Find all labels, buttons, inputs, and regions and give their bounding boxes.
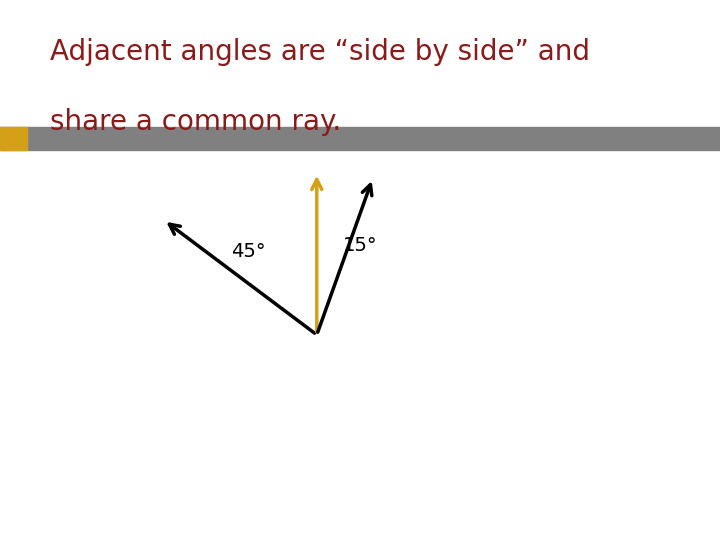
Text: 15°: 15° [343, 237, 377, 255]
Text: 45°: 45° [231, 242, 266, 261]
Text: share a common ray.: share a common ray. [50, 108, 342, 136]
Text: Adjacent angles are “side by side” and: Adjacent angles are “side by side” and [50, 38, 590, 66]
